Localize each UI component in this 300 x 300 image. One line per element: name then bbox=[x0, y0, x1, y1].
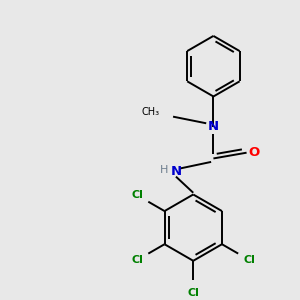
Text: N: N bbox=[170, 165, 182, 178]
Text: Cl: Cl bbox=[244, 255, 255, 265]
Text: Cl: Cl bbox=[131, 190, 143, 200]
Text: H: H bbox=[160, 165, 169, 175]
Text: Cl: Cl bbox=[187, 287, 199, 298]
Text: O: O bbox=[248, 146, 260, 159]
Text: Cl: Cl bbox=[131, 255, 143, 265]
Text: CH₃: CH₃ bbox=[142, 107, 160, 117]
Text: N: N bbox=[208, 120, 219, 133]
